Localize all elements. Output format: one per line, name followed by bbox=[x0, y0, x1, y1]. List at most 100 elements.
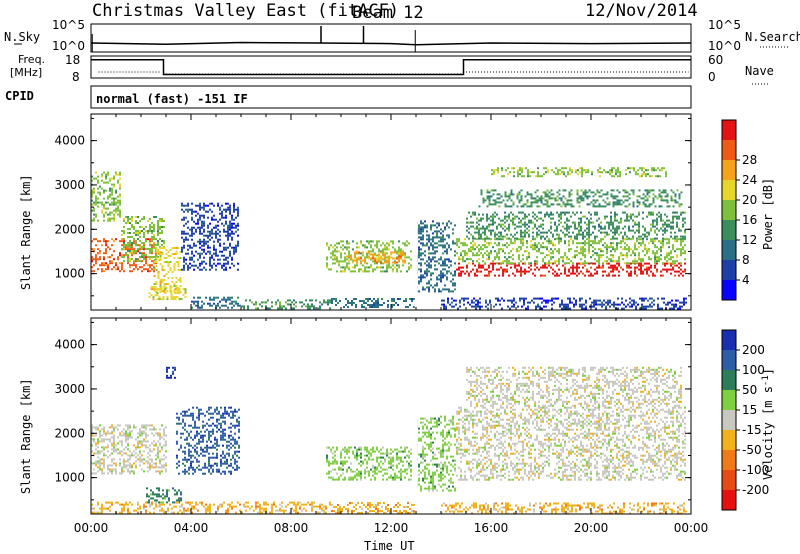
heatmap-cell bbox=[514, 242, 516, 245]
heatmap-cell bbox=[548, 250, 550, 253]
heatmap-cell bbox=[606, 231, 608, 234]
heatmap-cell bbox=[201, 304, 203, 307]
heatmap-cell bbox=[390, 240, 392, 243]
heatmap-cell bbox=[554, 238, 556, 241]
heatmap-cell bbox=[178, 464, 180, 467]
heatmap-cell bbox=[649, 305, 651, 308]
heatmap-cell bbox=[148, 292, 151, 295]
heatmap-cell bbox=[203, 214, 205, 217]
heatmap-cell bbox=[204, 430, 206, 433]
heatmap-cell bbox=[107, 201, 109, 204]
heatmap-cell bbox=[644, 268, 646, 271]
heatmap-cell bbox=[593, 299, 595, 302]
heatmap-cell bbox=[654, 229, 656, 232]
heatmap-cell bbox=[610, 244, 612, 247]
heatmap-cell bbox=[424, 226, 426, 229]
heatmap-cell bbox=[379, 304, 381, 306]
heatmap-cell bbox=[442, 274, 444, 277]
heatmap-cell bbox=[295, 301, 297, 304]
heatmap-cell bbox=[485, 301, 487, 304]
heatmap-cell bbox=[626, 199, 629, 202]
heatmap-cell bbox=[200, 448, 202, 451]
heatmap-cell bbox=[635, 301, 637, 304]
heatmap-cell bbox=[544, 262, 546, 265]
heatmap-cell bbox=[438, 240, 440, 243]
heatmap-cell bbox=[588, 189, 591, 192]
heatmap-cell bbox=[624, 189, 627, 192]
heatmap-cell bbox=[575, 301, 577, 304]
heatmap-cell bbox=[526, 227, 528, 230]
heatmap-cell bbox=[676, 254, 678, 257]
heatmap-cell bbox=[608, 227, 610, 230]
heatmap-cell bbox=[388, 255, 390, 258]
heatmap-cell bbox=[645, 173, 647, 176]
heatmap-cell bbox=[446, 288, 448, 291]
heatmap-cell bbox=[468, 221, 470, 224]
heatmap-cell bbox=[227, 260, 229, 263]
heatmap-cell bbox=[424, 262, 426, 265]
heatmap-cell bbox=[578, 217, 580, 220]
heatmap-cell bbox=[123, 242, 125, 244]
heatmap-cell bbox=[541, 297, 543, 300]
heatmap-cell bbox=[472, 225, 474, 228]
heatmap-cell bbox=[197, 252, 199, 255]
heatmap-cell bbox=[560, 237, 562, 240]
heatmap-cell bbox=[506, 199, 509, 202]
heatmap-cell bbox=[632, 250, 634, 253]
heatmap-cell bbox=[660, 213, 662, 216]
heatmap-cell bbox=[502, 219, 504, 222]
heatmap-cell bbox=[636, 248, 638, 251]
heatmap-cell bbox=[626, 256, 628, 259]
heatmap-cell bbox=[636, 205, 639, 208]
heatmap-cell bbox=[508, 217, 510, 220]
heatmap-cell bbox=[662, 189, 665, 192]
heatmap-cell bbox=[147, 230, 149, 232]
heatmap-cell bbox=[620, 266, 622, 269]
freq-tick-low: 8 bbox=[72, 70, 80, 84]
heatmap-cell bbox=[604, 242, 606, 245]
heatmap-cell bbox=[536, 256, 538, 259]
heatmap-cell bbox=[607, 303, 609, 306]
heatmap-cell bbox=[650, 229, 652, 232]
heatmap-cell bbox=[394, 250, 396, 253]
heatmap-cell bbox=[141, 432, 143, 435]
heatmap-cell bbox=[148, 296, 151, 299]
heatmap-cell bbox=[678, 248, 680, 251]
heatmap-cell bbox=[662, 229, 664, 232]
heatmap-cell bbox=[139, 236, 141, 238]
heatmap-cell bbox=[223, 208, 225, 211]
heatmap-cell bbox=[271, 305, 273, 308]
heatmap-cell bbox=[135, 258, 137, 260]
heatmap-cell bbox=[667, 303, 669, 306]
heatmap-cell bbox=[192, 412, 194, 415]
heatmap-cell bbox=[656, 223, 658, 226]
heatmap-cell bbox=[630, 189, 633, 192]
heatmap-cell bbox=[466, 254, 468, 257]
heatmap-cell bbox=[420, 252, 422, 255]
heatmap-cell bbox=[494, 235, 496, 238]
heatmap-cell bbox=[614, 219, 616, 222]
heatmap-cell bbox=[160, 286, 163, 289]
heatmap-cell bbox=[630, 213, 632, 216]
heatmap-cell bbox=[516, 268, 518, 271]
heatmap-cell bbox=[97, 452, 99, 455]
heatmap-cell bbox=[237, 262, 239, 265]
heatmap-cell bbox=[418, 268, 420, 271]
heatmap-cell bbox=[524, 262, 526, 265]
heatmap-cell bbox=[155, 269, 158, 271]
heatmap-cell bbox=[161, 448, 163, 451]
heatmap-cell bbox=[542, 223, 544, 226]
heatmap-cell bbox=[445, 307, 447, 310]
heatmap-cell bbox=[159, 253, 162, 255]
heatmap-cell bbox=[544, 215, 546, 218]
heatmap-cell bbox=[434, 230, 436, 233]
heatmap-cell bbox=[611, 169, 613, 172]
heatmap-cell bbox=[546, 201, 549, 204]
heatmap-cell bbox=[194, 422, 196, 425]
heatmap-cell bbox=[370, 244, 372, 247]
heatmap-cell bbox=[382, 252, 384, 255]
heatmap-cell bbox=[511, 167, 513, 170]
heatmap-cell bbox=[508, 205, 511, 208]
heatmap-cell bbox=[586, 195, 589, 198]
nave-label: Nave bbox=[745, 64, 774, 78]
